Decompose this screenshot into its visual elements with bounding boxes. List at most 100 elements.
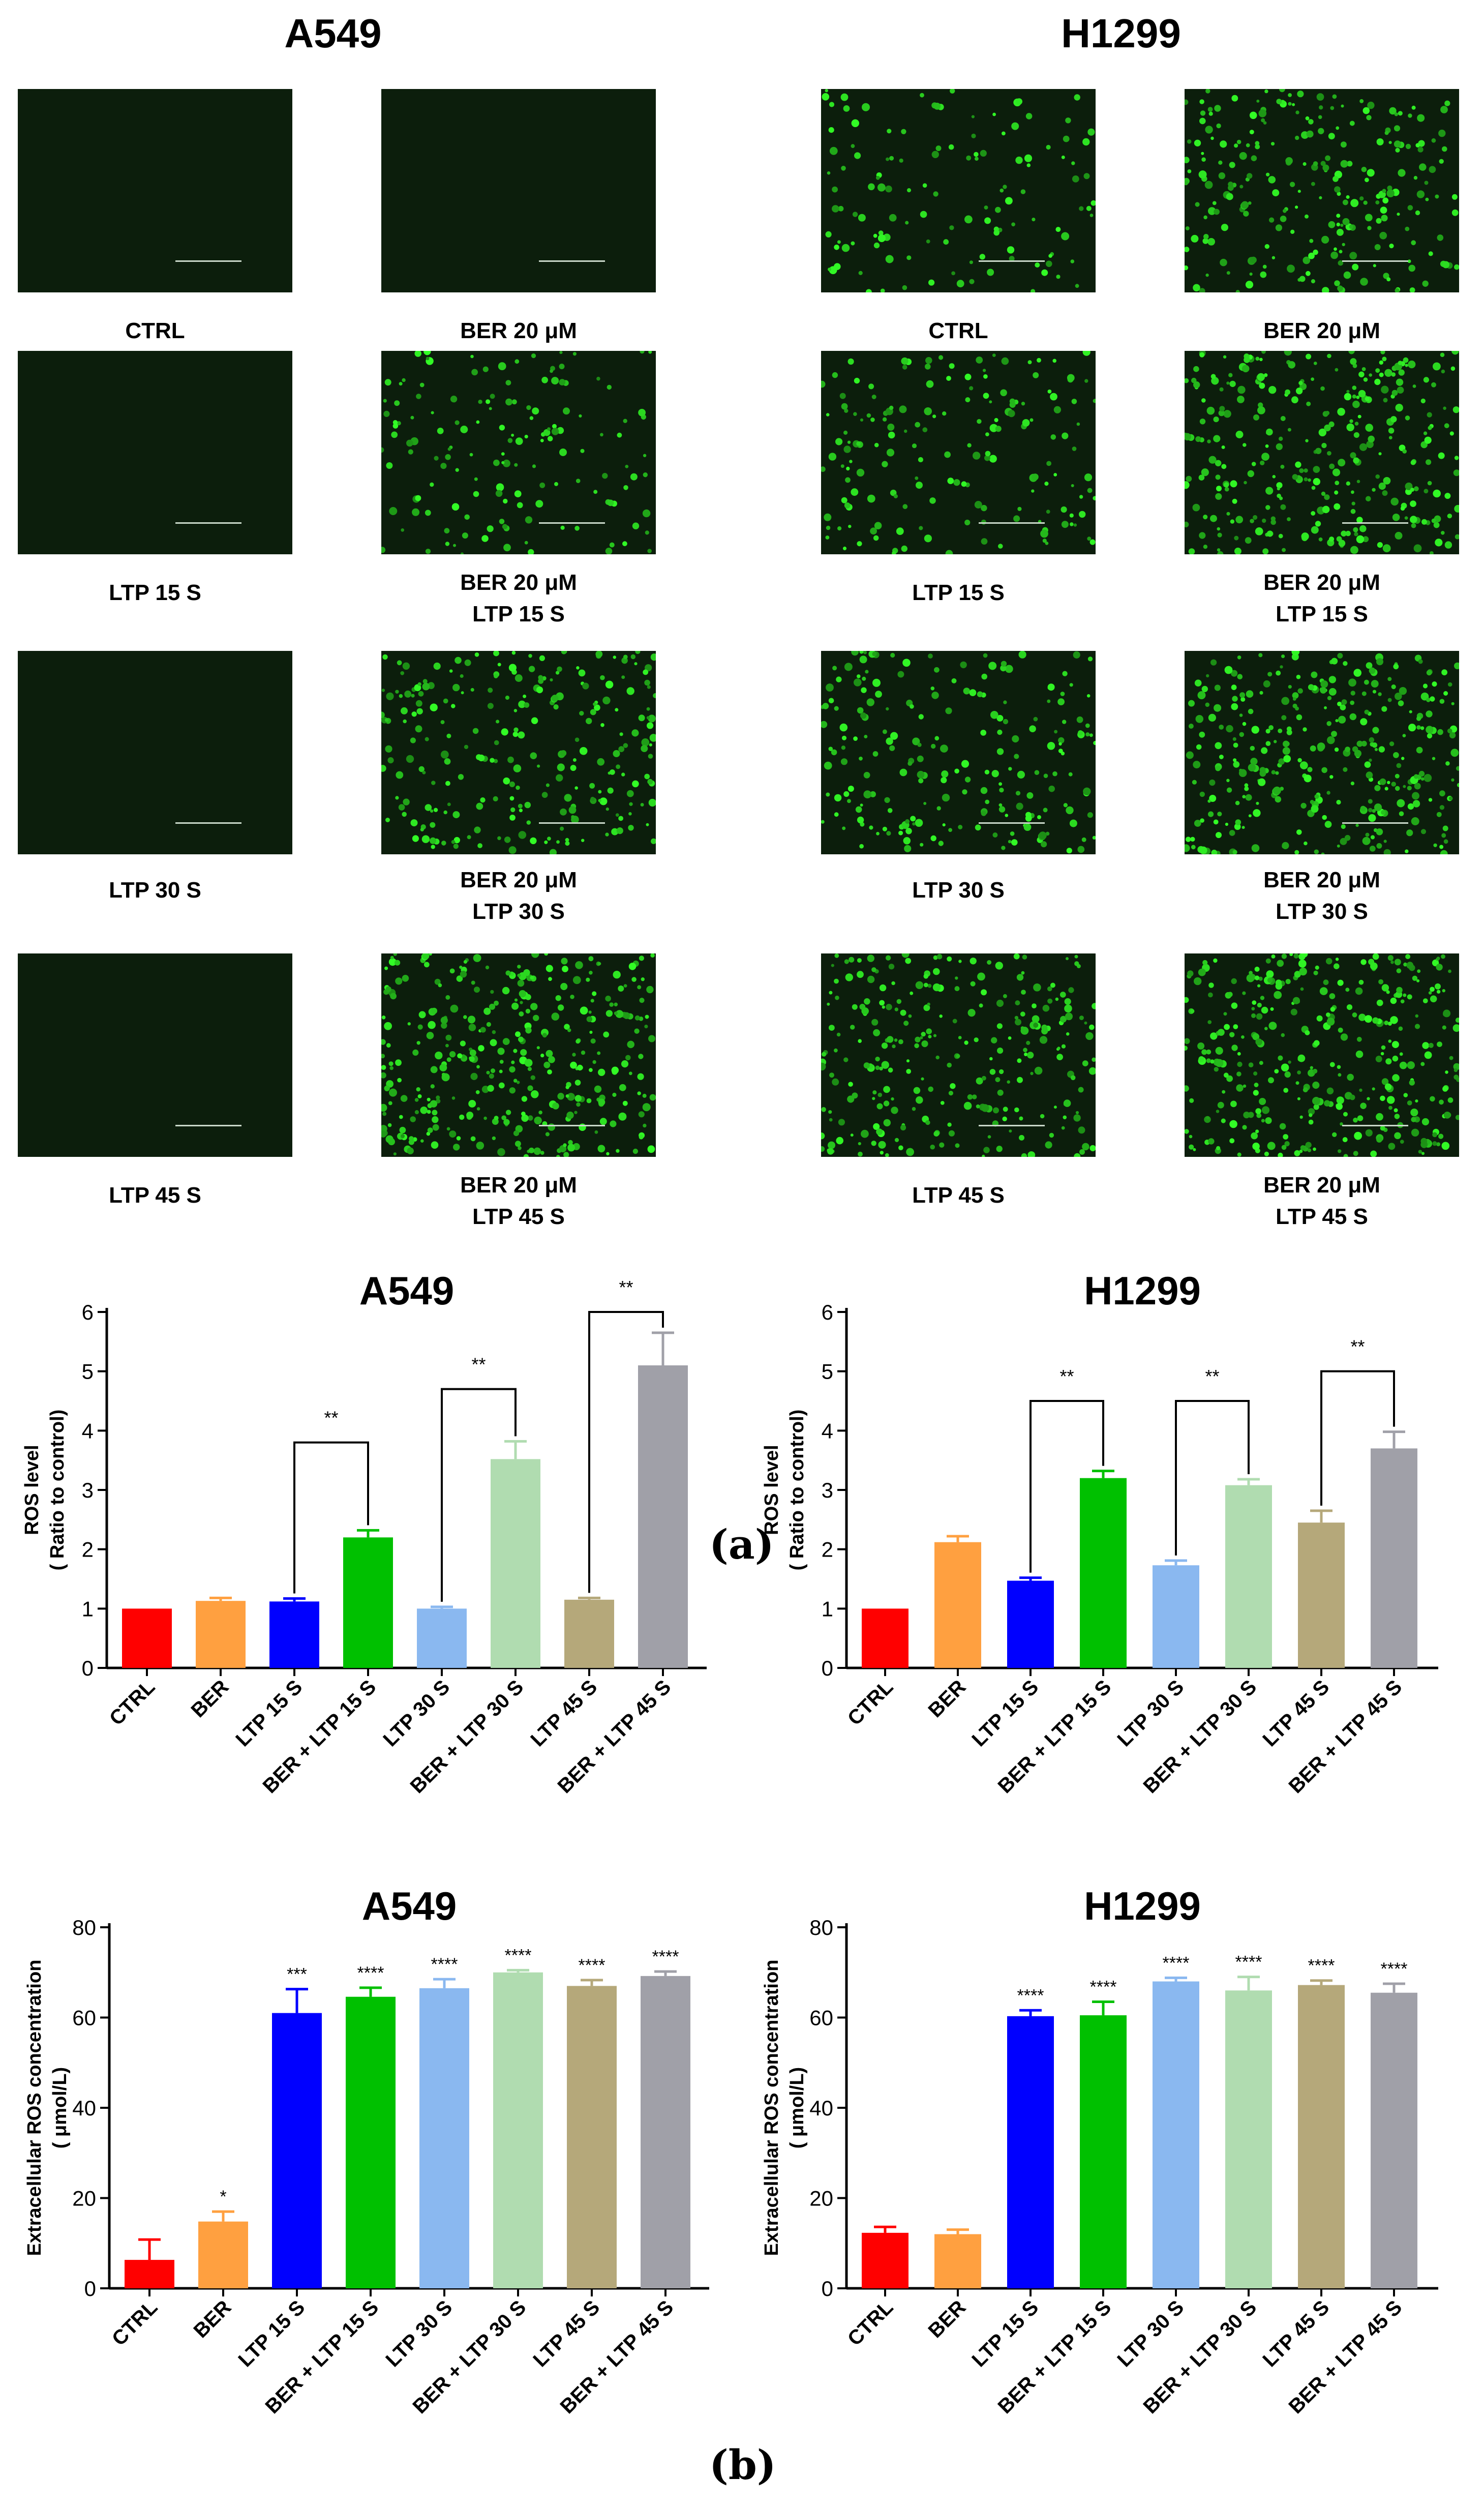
- bar: [419, 1988, 469, 2288]
- y-tick-label: 5: [82, 1360, 94, 1384]
- figure-label-a: (a): [709, 1520, 774, 1568]
- significance-label: ****: [1235, 1953, 1262, 1972]
- y-axis-label: ( μmol/L): [49, 2067, 71, 2148]
- x-tick-label: BER: [190, 2296, 236, 2342]
- y-tick-label: 60: [72, 2006, 96, 2030]
- micrograph-a549-2: [18, 351, 292, 554]
- micrograph-a549-6: [18, 953, 292, 1157]
- micrograph-a549-4: [18, 651, 292, 854]
- scale-bar: [1342, 260, 1408, 262]
- bar: [862, 1608, 908, 1668]
- significance-label: ****: [652, 1947, 679, 1966]
- y-tick-label: 2: [822, 1538, 833, 1562]
- bar: [641, 1976, 690, 2288]
- figure-label-b: (b): [709, 2441, 776, 2489]
- scale-bar: [539, 822, 605, 824]
- x-tick-label: LTP 15 S: [234, 2296, 309, 2371]
- micrograph-h1299-1: [1185, 89, 1459, 292]
- significance-label: ****: [505, 1946, 532, 1965]
- micrograph-caption: LTP 30 S: [109, 878, 201, 903]
- scale-bar: [175, 260, 241, 262]
- y-axis-label: ( μmol/L): [786, 2067, 808, 2148]
- scale-bar: [175, 822, 241, 824]
- significance-label: *: [220, 2187, 226, 2206]
- bar: [638, 1365, 688, 1668]
- micrograph-caption: BER 20 μM LTP 30 S: [460, 868, 577, 924]
- y-tick-label: 0: [84, 2277, 96, 2301]
- bar: [934, 1542, 981, 1668]
- scale-bar: [979, 1125, 1045, 1126]
- x-tick-label: LTP 30 S: [379, 1676, 454, 1751]
- bar: [1153, 1981, 1199, 2288]
- significance-label: ****: [579, 1956, 605, 1975]
- x-tick-label: LTP 45 S: [1258, 2296, 1334, 2371]
- micrograph-caption: BER 20 μM LTP 15 S: [460, 570, 577, 626]
- micrograph-caption: LTP 15 S: [912, 580, 1005, 605]
- y-tick-label: 4: [82, 1419, 94, 1443]
- y-tick-label: 3: [822, 1478, 833, 1502]
- bar: [196, 1601, 246, 1668]
- y-tick-label: 0: [82, 1656, 94, 1680]
- bar: [564, 1599, 614, 1668]
- bar: [125, 2260, 174, 2288]
- y-tick-label: 40: [72, 2096, 96, 2120]
- micrograph-caption: CTRL: [125, 318, 185, 343]
- micrograph-caption: BER 20 μM: [460, 318, 577, 343]
- y-axis-label: ROS level: [21, 1445, 43, 1535]
- micrograph-caption: BER 20 μM LTP 15 S: [1263, 570, 1380, 626]
- scale-bar: [1342, 1125, 1408, 1126]
- micrograph-h1299-4: [821, 651, 1096, 854]
- y-tick-label: 20: [809, 2187, 833, 2211]
- chart-extracellular-ros-a549: A549 0 20 40 60 80 Extracellular ROS concentra…: [24, 1884, 709, 2418]
- bar: [346, 1996, 396, 2288]
- comparison-label: **: [1059, 1366, 1074, 1387]
- chart-title: A549: [362, 1884, 457, 1928]
- bar: [272, 2013, 322, 2288]
- x-tick-label: CTRL: [843, 1676, 898, 1730]
- comparison-label: **: [324, 1408, 338, 1428]
- micrograph-h1299-2: [821, 351, 1096, 554]
- micrograph-caption: LTP 15 S: [109, 580, 201, 605]
- x-tick-label: CTRL: [105, 1676, 160, 1730]
- bar: [122, 1608, 172, 1668]
- scale-bar: [1342, 822, 1408, 824]
- y-axis-label: Extracellular ROS concentration: [24, 1960, 45, 2256]
- chart-ros-level-a549: A549 0 1 2 3 4 5 6 ROS level( Ratio to control) C…: [21, 1268, 707, 1798]
- bar: [1007, 2016, 1054, 2288]
- y-tick-label: 0: [822, 1656, 833, 1680]
- micrograph-a549-0: [18, 89, 292, 292]
- y-axis-label: ( Ratio to control): [47, 1410, 68, 1571]
- scale-bar: [539, 260, 605, 262]
- x-tick-label: LTP 15 S: [231, 1676, 307, 1751]
- bar: [862, 2232, 908, 2288]
- scale-bar: [175, 1125, 241, 1126]
- significance-label: ****: [1163, 1953, 1190, 1973]
- y-tick-label: 6: [822, 1300, 833, 1324]
- micrograph-title-a549: A549: [284, 11, 382, 56]
- comparison-label: **: [1205, 1366, 1219, 1387]
- bar: [1298, 1985, 1345, 2288]
- significance-label: ****: [431, 1955, 458, 1974]
- bar: [493, 1972, 543, 2288]
- y-axis-label: ( Ratio to control): [786, 1410, 808, 1571]
- y-tick-label: 0: [822, 2277, 833, 2301]
- significance-label: ****: [1308, 1956, 1335, 1976]
- bar: [343, 1537, 393, 1668]
- scale-bar: [979, 522, 1045, 524]
- micrograph-h1299-3: [1185, 351, 1459, 554]
- bar: [1080, 1478, 1127, 1668]
- x-tick-label: BER: [187, 1676, 233, 1722]
- micrograph-caption: LTP 45 S: [109, 1183, 201, 1208]
- y-axis-label: Extracellular ROS concentration: [761, 1960, 782, 2256]
- micrograph-h1299-6: [821, 953, 1096, 1157]
- micrograph-a549-3: [381, 351, 656, 554]
- micrograph-a549-1: [381, 89, 656, 292]
- x-tick-label: LTP 15 S: [967, 1676, 1043, 1751]
- comparison-label: **: [471, 1354, 486, 1375]
- micrograph-caption: BER 20 μM LTP 45 S: [1263, 1173, 1380, 1229]
- x-tick-label: LTP 30 S: [1113, 2296, 1188, 2371]
- chart-ros-level-h1299: H1299 0 1 2 3 4 5 6 ROS level( Ratio to control)…: [761, 1268, 1438, 1798]
- y-tick-label: 80: [809, 1916, 833, 1939]
- x-tick-label: LTP 30 S: [381, 2296, 457, 2371]
- micrograph-a549-7: [381, 953, 656, 1157]
